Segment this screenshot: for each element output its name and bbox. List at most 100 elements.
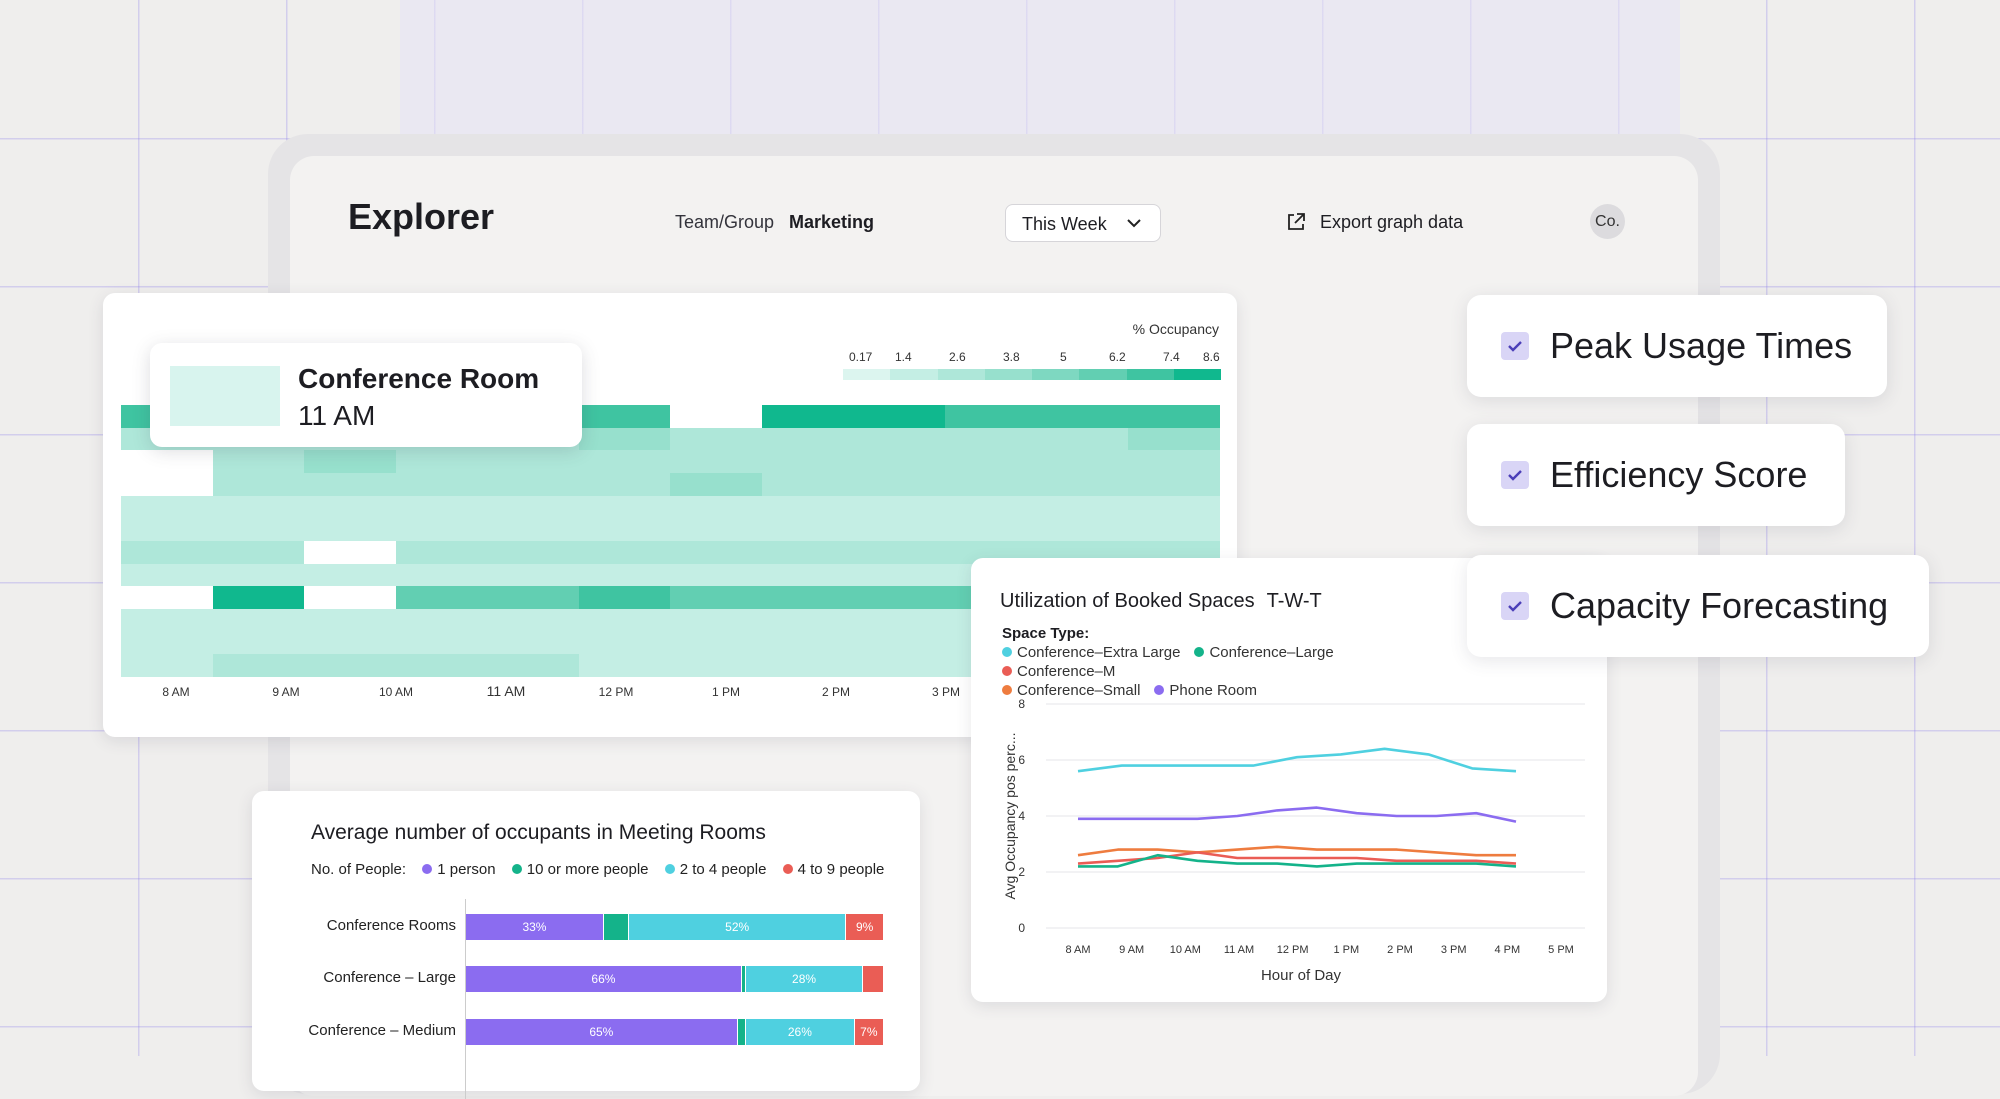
heatmap-cell[interactable] — [487, 631, 579, 655]
heatmap-cell[interactable] — [1036, 427, 1128, 451]
heatmap-cell[interactable] — [212, 473, 305, 497]
heatmap-cell[interactable] — [761, 473, 854, 497]
heatmap-cell[interactable] — [121, 541, 213, 565]
checkbox[interactable] — [1501, 332, 1529, 360]
heatmap-cell[interactable] — [853, 473, 945, 497]
heatmap-cell[interactable] — [212, 450, 305, 474]
heatmap-cell[interactable] — [212, 631, 305, 655]
legend-item[interactable]: Conference–Extra Large — [1002, 643, 1180, 662]
bar-segment[interactable]: 28% — [746, 966, 864, 992]
heatmap-cell[interactable] — [761, 405, 854, 429]
heatmap-cell[interactable] — [670, 405, 762, 429]
avatar[interactable]: Co. — [1590, 204, 1625, 239]
heatmap-cell[interactable] — [304, 563, 396, 587]
feature-capacity-forecasting[interactable]: Capacity Forecasting — [1467, 555, 1929, 657]
heatmap-cell[interactable] — [487, 518, 579, 542]
heatmap-cell[interactable] — [578, 495, 671, 519]
heatmap-cell[interactable] — [1127, 518, 1220, 542]
bar-segment[interactable]: 7% — [854, 1019, 884, 1045]
heatmap-cell[interactable] — [578, 518, 671, 542]
heatmap-cell[interactable] — [487, 450, 579, 474]
heatmap-cell[interactable] — [578, 631, 671, 655]
heatmap-cell[interactable] — [395, 654, 488, 678]
heatmap-cell[interactable] — [212, 609, 305, 633]
heatmap-cell[interactable] — [761, 518, 854, 542]
heatmap-cell[interactable] — [578, 586, 671, 610]
heatmap-cell[interactable] — [670, 586, 762, 610]
heatmap-cell[interactable] — [212, 495, 305, 519]
heatmap-cell[interactable] — [670, 450, 762, 474]
heatmap-cell[interactable] — [853, 495, 945, 519]
heatmap-cell[interactable] — [1036, 450, 1128, 474]
heatmap-cell[interactable] — [761, 586, 854, 610]
heatmap-cell[interactable] — [304, 631, 396, 655]
heatmap-cell[interactable] — [304, 495, 396, 519]
heatmap-cell[interactable] — [1127, 427, 1220, 451]
heatmap-cell[interactable] — [670, 473, 762, 497]
checkbox[interactable] — [1501, 461, 1529, 489]
heatmap-cell[interactable] — [853, 405, 945, 429]
heatmap-cell[interactable] — [853, 654, 945, 678]
legend-item[interactable]: Phone Room — [1154, 681, 1257, 700]
heatmap-cell[interactable] — [1036, 473, 1128, 497]
heatmap-cell[interactable] — [487, 473, 579, 497]
heatmap-cell[interactable] — [578, 450, 671, 474]
heatmap-cell[interactable] — [761, 495, 854, 519]
bar-segment[interactable]: 66% — [466, 966, 742, 992]
heatmap-cell[interactable] — [944, 495, 1037, 519]
heatmap-cell[interactable] — [121, 563, 213, 587]
heatmap-cell[interactable] — [670, 541, 762, 565]
heatmap-cell[interactable] — [853, 609, 945, 633]
period-select[interactable]: This Week — [1005, 204, 1161, 242]
heatmap-cell[interactable] — [761, 631, 854, 655]
heatmap-cell[interactable] — [670, 518, 762, 542]
bar-segment[interactable] — [741, 966, 747, 992]
heatmap-cell[interactable] — [395, 473, 488, 497]
heatmap-cell[interactable] — [853, 450, 945, 474]
stacked-bar[interactable]: 65% 26% 7% — [466, 1019, 884, 1045]
heatmap-cell[interactable] — [487, 495, 579, 519]
heatmap-cell[interactable] — [395, 563, 488, 587]
heatmap-cell[interactable] — [1036, 405, 1128, 429]
heatmap-cell[interactable] — [1036, 518, 1128, 542]
heatmap-cell[interactable] — [761, 563, 854, 587]
heatmap-cell[interactable] — [121, 473, 213, 497]
heatmap-cell[interactable] — [395, 450, 488, 474]
heatmap-cell[interactable] — [304, 541, 396, 565]
bar-segment[interactable] — [603, 914, 630, 940]
heatmap-cell[interactable] — [578, 473, 671, 497]
heatmap-cell[interactable] — [395, 541, 488, 565]
heatmap-cell[interactable] — [395, 631, 488, 655]
heatmap-cell[interactable] — [121, 586, 213, 610]
heatmap-cell[interactable] — [670, 654, 762, 678]
heatmap-cell[interactable] — [578, 427, 671, 451]
heatmap-cell[interactable] — [212, 654, 305, 678]
heatmap-cell[interactable] — [853, 541, 945, 565]
heatmap-cell[interactable] — [944, 427, 1037, 451]
heatmap-cell[interactable] — [853, 518, 945, 542]
bar-segment[interactable] — [863, 966, 884, 992]
checkbox[interactable] — [1501, 592, 1529, 620]
heatmap-cell[interactable] — [761, 609, 854, 633]
heatmap-cell[interactable] — [304, 518, 396, 542]
heatmap-cell[interactable] — [853, 563, 945, 587]
heatmap-cell[interactable] — [395, 609, 488, 633]
legend-item[interactable]: Conference–M — [1002, 662, 1115, 681]
heatmap-cell[interactable] — [1127, 450, 1220, 474]
feature-peak-usage-times[interactable]: Peak Usage Times — [1467, 295, 1887, 397]
heatmap-cell[interactable] — [578, 541, 671, 565]
heatmap-cell[interactable] — [487, 586, 579, 610]
heatmap-cell[interactable] — [304, 586, 396, 610]
legend-item[interactable]: Conference–Large — [1194, 643, 1334, 662]
heatmap-cell[interactable] — [578, 563, 671, 587]
stacked-bar[interactable]: 33% 52% 9% — [466, 914, 884, 940]
heatmap-cell[interactable] — [304, 654, 396, 678]
heatmap-cell[interactable] — [395, 586, 488, 610]
heatmap-cell[interactable] — [487, 609, 579, 633]
bar-segment[interactable]: 26% — [746, 1019, 855, 1045]
heatmap-cell[interactable] — [304, 450, 396, 474]
heatmap-cell[interactable] — [670, 609, 762, 633]
heatmap-cell[interactable] — [761, 654, 854, 678]
heatmap-cell[interactable] — [1036, 495, 1128, 519]
bar-segment[interactable]: 52% — [629, 914, 847, 940]
